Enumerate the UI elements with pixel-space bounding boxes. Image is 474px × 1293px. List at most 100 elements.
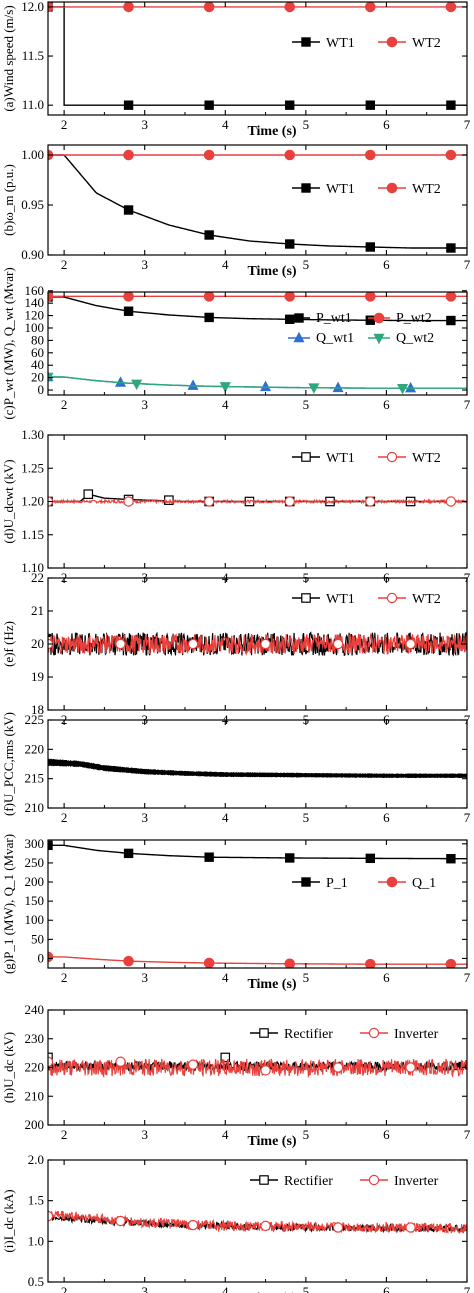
x-tick-label: 5: [303, 117, 310, 132]
y-axis-title: (e)f (Hz): [1, 621, 16, 667]
data-point-a-wt1: [123, 100, 134, 110]
y-tick-label: 200: [25, 874, 45, 889]
data-point-i-inverter: [115, 1215, 126, 1227]
panel-h: 2 3 4 5 6 7 200 210 220 230 240 Time (s) (h)U_dc (kV…: [1, 1002, 471, 1149]
data-point-h-inverter: [405, 1062, 416, 1073]
y-tick-label: 11.5: [22, 48, 44, 63]
x-axis-title: Time (s): [247, 1291, 296, 1293]
data-point-b-wt2: [445, 149, 457, 161]
data-point-a-wt1: [285, 100, 295, 110]
x-tick-label: 5: [303, 810, 310, 825]
legend-label: WT2: [412, 451, 441, 466]
x-tick-label: 2: [61, 1284, 68, 1293]
legend-label: P_1: [326, 876, 348, 891]
legend-label: Rectifier: [284, 1174, 333, 1189]
y-tick-label: 20: [31, 636, 44, 651]
data-point-c-p-wt2: [365, 292, 376, 302]
y-tick-label: 225: [25, 712, 45, 727]
x-axis-title: Time (s): [247, 977, 296, 992]
data-point-g-q-1: [203, 957, 215, 968]
data-point-b-wt1: [365, 242, 376, 252]
data-point-e-wt2: [187, 638, 199, 650]
plot-area-d: [48, 489, 467, 507]
y-tick-label: 300: [25, 836, 45, 851]
data-point-c-q-wt2: [308, 383, 320, 394]
data-point-h-inverter: [115, 1056, 126, 1067]
y-tick-label: 1.25: [21, 460, 44, 475]
x-tick-label: 2: [61, 810, 68, 825]
axes-frame-i: [47, 1159, 468, 1283]
x-tick-label: 4: [222, 970, 229, 985]
data-point-a-wt2: [445, 2, 457, 13]
x-tick-label: 4: [222, 810, 229, 825]
data-point-d-wt2: [284, 496, 295, 507]
y-tick-label: 0.90: [21, 247, 44, 262]
legend-marker: [301, 37, 311, 47]
data-point-c-q-wt1: [405, 381, 417, 393]
plot-area-a: [48, 2, 467, 110]
y-tick-label: 1.5: [28, 1193, 44, 1208]
x-tick-label: 5: [303, 1284, 310, 1293]
legend-marker: [259, 1175, 269, 1185]
data-point-c-q-wt2: [219, 382, 231, 393]
data-point-g-q-1: [445, 958, 457, 968]
data-point-c-p-wt1: [446, 315, 456, 326]
y-tick-label: 1.15: [21, 527, 44, 542]
data-point-g-p-1: [446, 854, 456, 864]
x-tick-label: 5: [303, 1127, 310, 1142]
y-tick-label: 220: [25, 741, 45, 756]
panel-f: 2 3 4 5 6 7 210 215 220 225 (f)U_PCC,rms (kV): [1, 712, 471, 825]
data-point-i-inverter: [405, 1222, 416, 1233]
data-point-i-inverter: [187, 1219, 199, 1231]
x-tick-label: 7: [464, 257, 471, 272]
legend-label: WT2: [412, 36, 441, 51]
data-point-a-wt2: [203, 2, 215, 13]
legend-label: WT1: [326, 36, 355, 51]
x-tick-label: 7: [464, 810, 471, 825]
y-tick-label: 240: [25, 1002, 45, 1017]
data-point-a-wt1: [204, 100, 214, 110]
data-point-b-wt2: [203, 149, 215, 161]
data-point-c-p-wt2: [445, 292, 457, 302]
data-point-g-p-1: [204, 852, 214, 862]
y-axis-title: (b)ω_m (p.u.): [1, 164, 16, 236]
legend-marker: [294, 313, 304, 323]
legend-marker: [386, 592, 398, 604]
y-tick-label: 140: [25, 295, 45, 310]
legend-marker: [301, 452, 311, 462]
y-tick-label: 0: [38, 382, 45, 397]
y-axis-title: (c)P_wt (MW), Q_wt (Mvar): [1, 267, 16, 419]
legend-label: WT2: [412, 182, 441, 197]
axes-frame-g: [47, 839, 468, 969]
y-tick-label: 80: [31, 332, 44, 347]
y-axis-title: (h)U_dc (kV): [1, 1032, 16, 1103]
series-line-i-inverter: [48, 1210, 467, 1235]
y-axis-title: (i)I_dc (kA): [1, 1189, 16, 1252]
x-tick-label: 6: [383, 257, 390, 272]
y-tick-label: 0.5: [28, 1274, 44, 1289]
x-tick-label: 3: [141, 810, 148, 825]
data-point-c-p-wt2: [284, 292, 296, 302]
legend-label: Rectifier: [284, 1027, 333, 1042]
data-point-g-p-1: [123, 848, 134, 859]
data-point-e-wt2: [260, 638, 271, 650]
legend-marker: [386, 876, 398, 888]
data-point-c-p-wt1: [285, 314, 295, 325]
x-tick-label: 6: [383, 117, 390, 132]
plot-area-c: [48, 292, 467, 395]
series-line-b-wt1: [48, 154, 467, 249]
legend-marker: [368, 1174, 380, 1186]
series-band-f: [48, 758, 467, 779]
data-point-g-q-1: [284, 958, 296, 968]
x-tick-label: 6: [383, 397, 390, 412]
data-point-e-wt2: [405, 638, 416, 650]
legend-e: WT1 WT2: [292, 592, 441, 607]
panel-a: 2 3 4 5 6 7 11.0 11.5 12.0 Time (s) (a)Wind speed …: [1, 0, 471, 139]
legend-label: Inverter: [394, 1174, 439, 1189]
x-tick-label: 2: [61, 117, 68, 132]
series-line-c-p-wt1: [48, 296, 467, 322]
y-tick-label: 0.95: [21, 197, 44, 212]
y-tick-label: 100: [25, 320, 45, 335]
